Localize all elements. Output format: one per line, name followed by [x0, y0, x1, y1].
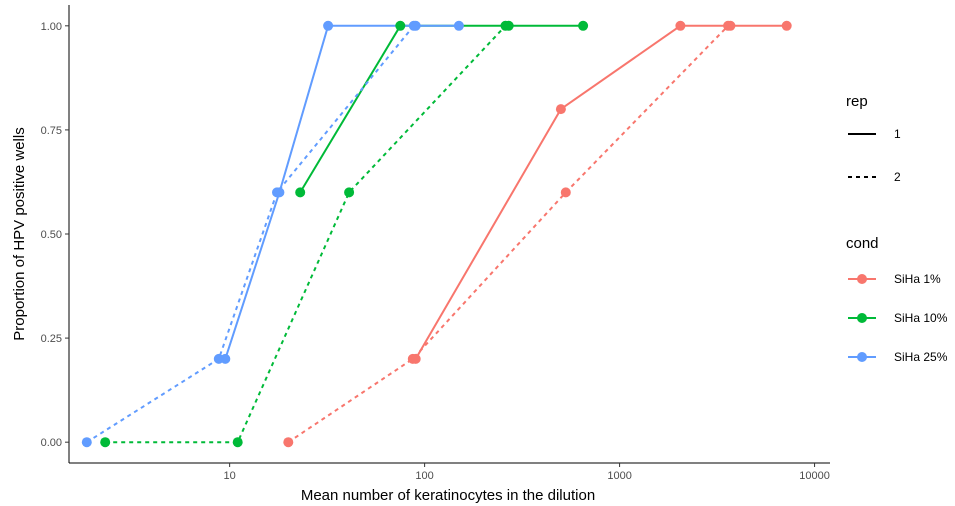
- plot-area: [81, 20, 792, 448]
- legend-label-cond: SiHa 10%: [894, 311, 948, 325]
- x-tick-label: 10: [224, 470, 236, 482]
- legend-label-cond: SiHa 1%: [894, 272, 941, 286]
- legend-title-cond: cond: [846, 235, 879, 252]
- x-tick-label: 100: [415, 470, 433, 482]
- data-point-1-1: [407, 353, 418, 364]
- data-point-2-3: [578, 20, 589, 31]
- legend-key-point-cond: [857, 352, 867, 362]
- data-point-4-2: [323, 20, 334, 31]
- x-tick-label: 10000: [799, 470, 830, 482]
- data-point-2-0: [295, 187, 306, 198]
- legend-title-rep: rep: [846, 93, 868, 110]
- legend-label-rep: 1: [894, 127, 901, 141]
- y-tick-label: 1.00: [41, 21, 62, 33]
- data-point-3-1: [232, 437, 243, 448]
- series-line-2: [299, 24, 584, 193]
- series-line-5: [86, 25, 415, 444]
- data-point-5-0: [81, 437, 92, 448]
- series-line-4: [224, 24, 459, 360]
- series-line-3: [105, 25, 507, 444]
- data-point-5-1: [213, 353, 224, 364]
- data-point-0-4: [781, 20, 792, 31]
- legend: rep 1 2 cond SiHa 1% SiHa 10% SiHa 25%: [846, 93, 948, 364]
- data-point-5-3: [408, 20, 419, 31]
- y-axis-title: Proportion of HPV positive wells: [11, 127, 28, 340]
- data-point-2-1: [395, 20, 406, 31]
- data-point-1-2: [560, 187, 571, 198]
- x-axis-title: Mean number of keratinocytes in the dilu…: [301, 487, 595, 504]
- data-point-1-0: [283, 437, 294, 448]
- y-tick-label: 0.00: [41, 437, 62, 449]
- data-point-0-2: [675, 20, 686, 31]
- legend-key-point-cond: [857, 313, 867, 323]
- data-point-3-0: [100, 437, 111, 448]
- y-tick-label: 0.75: [41, 125, 62, 137]
- axes: 0.00 0.25 0.50 0.75 1.00 10 100 1000 10000: [41, 5, 830, 482]
- data-point-3-2: [344, 187, 355, 198]
- x-tick-label: 1000: [607, 470, 631, 482]
- legend-label-cond: SiHa 25%: [894, 350, 948, 364]
- y-tick-label: 0.50: [41, 229, 62, 241]
- y-tick-label: 0.25: [41, 333, 62, 345]
- data-point-3-3: [500, 20, 511, 31]
- data-point-1-3: [723, 20, 734, 31]
- legend-label-rep: 2: [894, 170, 901, 184]
- data-point-0-1: [555, 104, 566, 115]
- legend-key-point-cond: [857, 274, 867, 284]
- series-line-0: [414, 24, 787, 360]
- data-point-4-4: [453, 20, 464, 31]
- series-line-1: [287, 25, 729, 444]
- data-point-5-2: [272, 187, 282, 198]
